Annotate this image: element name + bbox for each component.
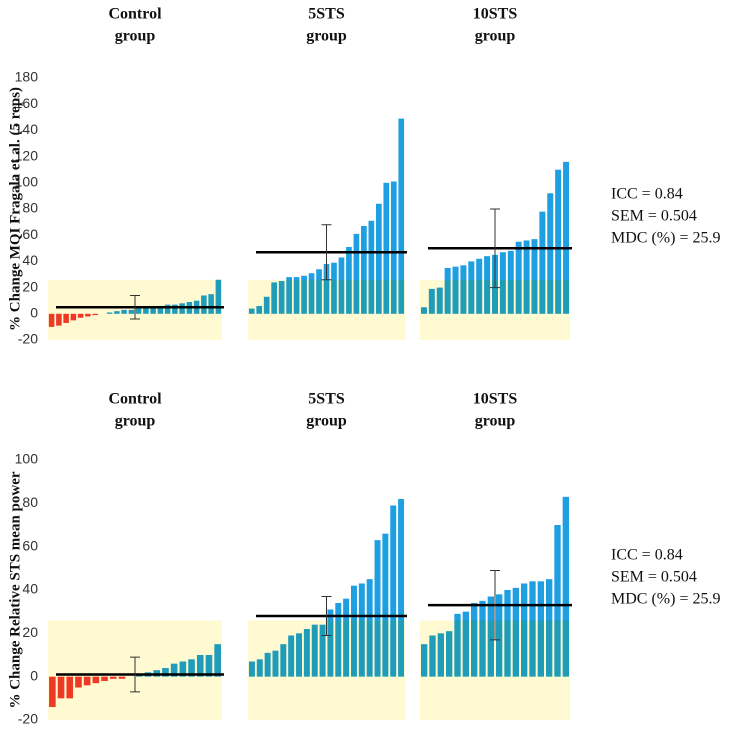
group-label: 10STS [473, 6, 518, 23]
bar [368, 220, 375, 314]
bar [562, 496, 569, 677]
annotation: SEM = 0.504 [611, 569, 697, 586]
bar [515, 241, 522, 314]
bar [555, 169, 562, 314]
y-axis-label: % Change Relative STS mean power [7, 471, 23, 708]
bar [539, 211, 546, 314]
mdc-band [248, 620, 405, 720]
mdc-band [248, 279, 405, 340]
bar [361, 226, 367, 314]
y-axis-label: % Change MQI Fragala et al. (5 reps) [7, 87, 23, 331]
panel: -20 0 20 40 60 80 100 % Change Relative STS mea… [7, 391, 720, 727]
bar [383, 182, 390, 314]
y-tick-label: 160 [15, 95, 39, 111]
y-tick-label: 60 [22, 537, 38, 553]
bar [375, 203, 382, 314]
annotation: ICC = 0.84 [611, 547, 683, 564]
bar [382, 533, 389, 677]
group-label: group [306, 413, 347, 430]
annotation: MDC (%) = 25.9 [611, 591, 720, 608]
bar [398, 499, 405, 677]
y-tick-label: 20 [22, 624, 38, 640]
bar [531, 239, 538, 314]
annotation: MDC (%) = 25.9 [611, 230, 720, 247]
group-label: group [475, 28, 516, 45]
annotation: SEM = 0.504 [611, 208, 697, 225]
bar [547, 193, 554, 314]
y-tick-label: 80 [22, 494, 38, 510]
error-bar [490, 570, 500, 641]
bar [374, 540, 381, 677]
group-label: group [115, 28, 156, 45]
bar [398, 118, 405, 314]
y-tick-label: 100 [15, 174, 39, 190]
panel: -20 0 20 40 60 80 100 120 140 160 180 % Change MQI … [7, 6, 720, 347]
group-label: 10STS [473, 391, 518, 408]
y-tick-label: 120 [15, 147, 39, 163]
group-label: group [115, 413, 156, 430]
error-bar [490, 208, 500, 289]
bar [523, 240, 530, 314]
y-tick-label: 100 [15, 451, 39, 467]
bar [390, 181, 397, 314]
y-tick-label: 0 [30, 305, 38, 321]
y-tick-label: -20 [18, 331, 38, 347]
error-bar [130, 294, 140, 320]
group-label: Control [108, 6, 162, 23]
bar [554, 525, 561, 677]
error-bar [321, 224, 332, 281]
bar [563, 161, 570, 314]
y-tick-label: 40 [22, 252, 38, 268]
group-label: group [306, 28, 347, 45]
group-label: group [475, 413, 516, 430]
error-bar [321, 596, 332, 636]
group-label: 5STS [308, 391, 345, 408]
bar [353, 233, 360, 314]
bar [390, 505, 397, 677]
y-tick-label: 20 [22, 278, 38, 294]
y-tick-label: 140 [15, 121, 39, 137]
group-label: Control [108, 391, 162, 408]
annotation: ICC = 0.84 [611, 186, 683, 203]
group-label: 5STS [308, 6, 345, 23]
y-tick-label: -20 [18, 711, 38, 727]
y-tick-label: 60 [22, 226, 38, 242]
mdc-band [420, 279, 570, 340]
y-tick-label: 0 [30, 667, 38, 683]
y-tick-label: 40 [22, 581, 38, 597]
y-tick-label: 180 [15, 69, 39, 85]
y-tick-label: 80 [22, 200, 38, 216]
error-bar [130, 656, 140, 693]
